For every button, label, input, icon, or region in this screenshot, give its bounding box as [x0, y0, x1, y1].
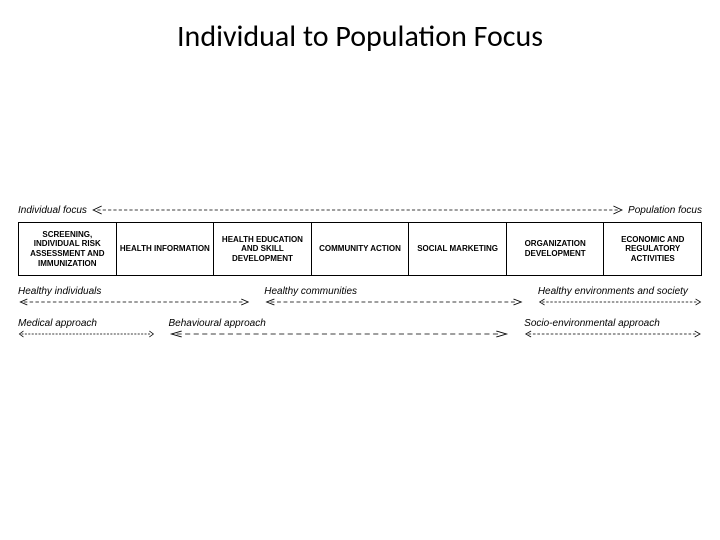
focus-left-label: Individual focus [18, 205, 91, 216]
approach-span-0: Medical approach [18, 318, 155, 338]
approach-span-1: Behavioural approach [168, 318, 510, 338]
box-health-education: HEALTH EDUCATION AND SKILL DEVELOPMENT [214, 223, 312, 275]
focus-right-label: Population focus [624, 205, 702, 216]
focus-arrow [91, 205, 624, 215]
outcome-span-2: Healthy environments and society [538, 286, 702, 306]
outcome-arrow-2 [538, 298, 702, 306]
outcome-span-1: Healthy communities [264, 286, 524, 306]
box-social-marketing: SOCIAL MARKETING [409, 223, 507, 275]
outcome-span-0: Healthy individuals [18, 286, 251, 306]
box-screening: SCREENING, INDIVIDUAL RISK ASSESSMENT AN… [19, 223, 117, 275]
focus-continuum: Individual focus Population focus [18, 200, 702, 220]
approach-arrow-1 [168, 330, 510, 338]
outcome-label-0: Healthy individuals [18, 286, 251, 297]
approaches-row: Medical approach Behavioural approach Soci… [18, 318, 702, 340]
approach-label-2: Socio-environmental approach [524, 318, 702, 329]
outcome-label-2: Healthy environments and society [538, 286, 702, 297]
approach-label-1: Behavioural approach [168, 318, 510, 329]
category-boxes: SCREENING, INDIVIDUAL RISK ASSESSMENT AN… [18, 222, 702, 276]
box-economic-regulatory: ECONOMIC AND REGULATORY ACTIVITIES [604, 223, 701, 275]
box-community-action: COMMUNITY ACTION [312, 223, 410, 275]
approach-span-2: Socio-environmental approach [524, 318, 702, 338]
box-health-info: HEALTH INFORMATION [117, 223, 215, 275]
approach-arrow-0 [18, 330, 155, 338]
approach-label-0: Medical approach [18, 318, 155, 329]
focus-diagram: Individual focus Population focus SCREEN… [18, 200, 702, 340]
outcome-arrow-0 [18, 298, 251, 306]
outcomes-row: Healthy individuals Healthy communities He… [18, 286, 702, 308]
box-org-development: ORGANIZATION DEVELOPMENT [507, 223, 605, 275]
outcome-label-1: Healthy communities [264, 286, 524, 297]
outcome-arrow-1 [264, 298, 524, 306]
approach-arrow-2 [524, 330, 702, 338]
page-title: Individual to Population Focus [0, 0, 720, 55]
